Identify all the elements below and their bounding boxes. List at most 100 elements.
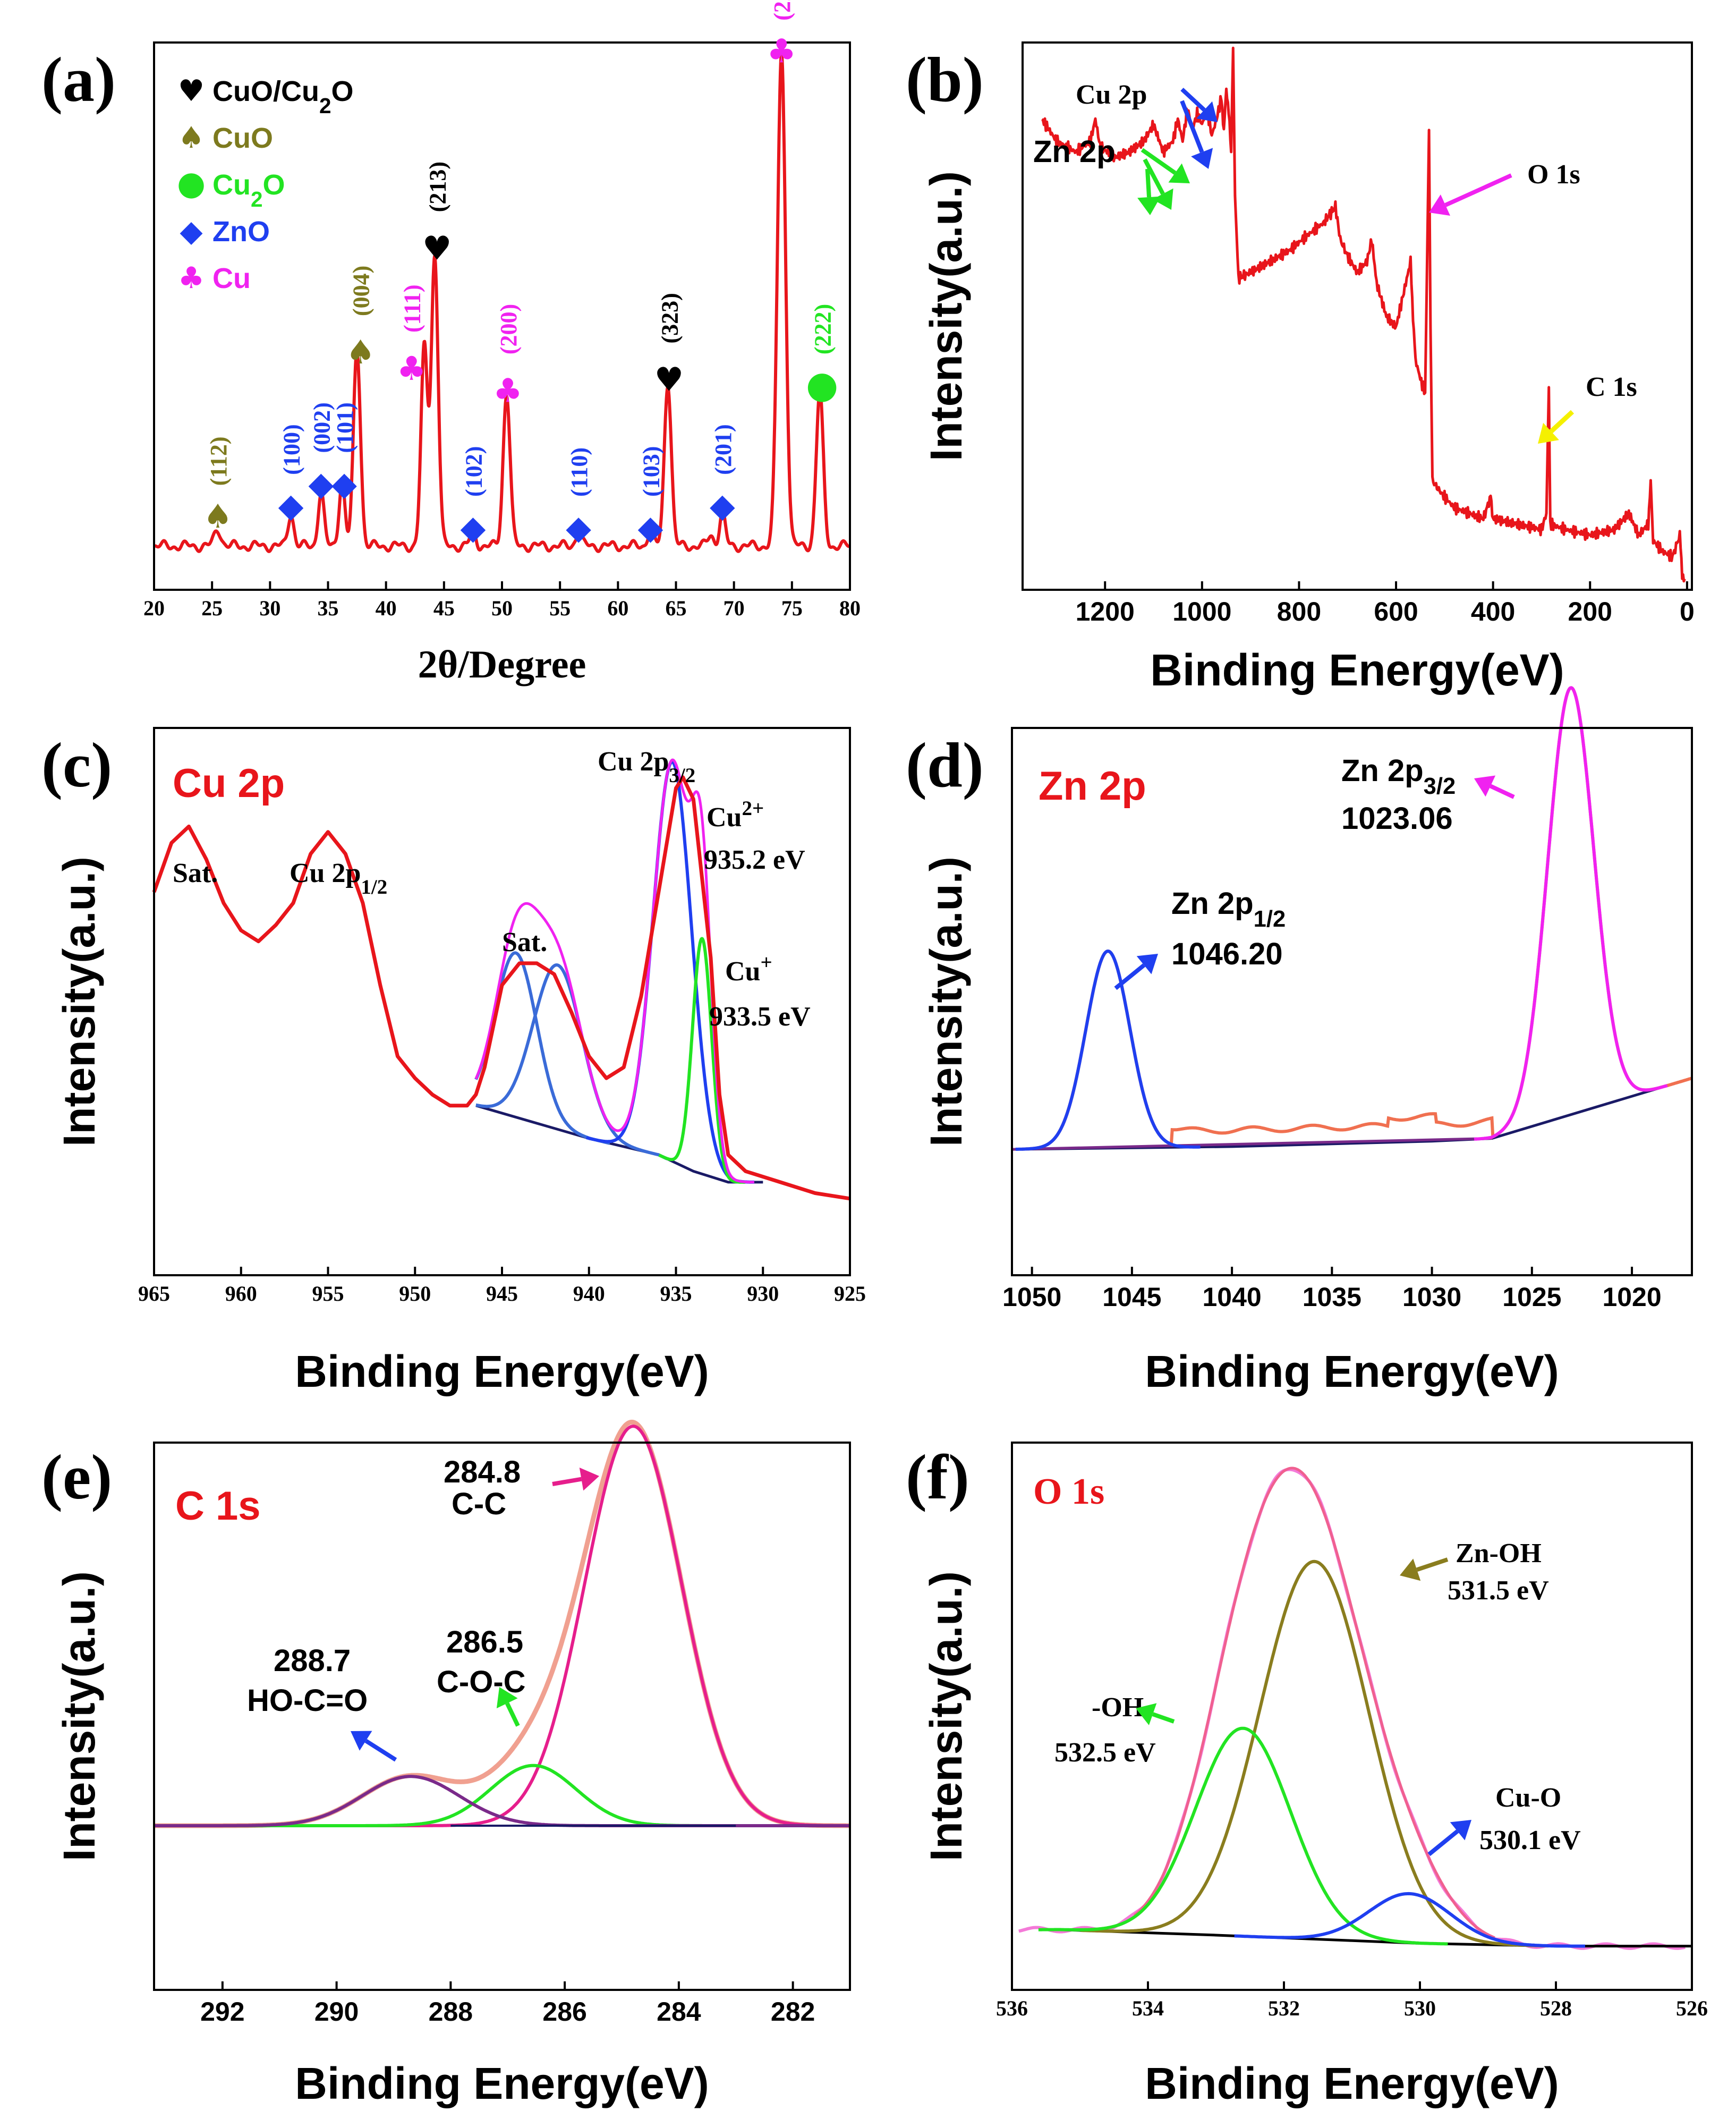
text-part: Cu 2p [598, 747, 669, 777]
y-axis-label: Intensity(a.u.) [921, 1571, 971, 1861]
x-tick-label: 65 [666, 596, 687, 620]
peak-marker: ♥ [422, 228, 452, 267]
annotation-arrowhead [1400, 1558, 1421, 1581]
x-tick-label: 1045 [1102, 1282, 1161, 1312]
text-part: + [760, 951, 772, 974]
text-part: 3/2 [669, 764, 695, 787]
annotation-arrowhead [1137, 196, 1161, 215]
survey-spectrum-line [1041, 46, 1686, 583]
panel-d: (d) Zn 2p 1050 1045 1040 1035 1030 1025 1020 Bind… [906, 686, 1693, 1396]
peak-marker: ● [806, 363, 838, 406]
x-tick-label: 532 [1268, 1996, 1300, 2020]
peak-marker: ♣ [767, 32, 796, 71]
peak-annotation: 935.2 eV [704, 845, 805, 875]
x-tick-label: 930 [747, 1282, 779, 1306]
annotation-arrow [1180, 100, 1204, 153]
peak-label: (213) [425, 162, 451, 212]
x-tick-label: 528 [1540, 1996, 1572, 2020]
y-axis-label: Intensity(a.u.) [921, 171, 971, 461]
x-axis-label: 2θ/Degree [418, 643, 586, 686]
annotation-arrowhead [1136, 954, 1158, 974]
panel-label: (b) [906, 44, 984, 115]
annotation-arrowhead [1450, 1820, 1471, 1841]
annotation-arrowhead [351, 1731, 372, 1751]
peak-annotation: 286.5 [446, 1625, 523, 1659]
peak-annotation: 532.5 eV [1054, 1737, 1156, 1768]
background-line-overlay [1011, 1137, 1492, 1151]
annotation-arrow [1444, 173, 1512, 207]
x-tick-label: 1000 [1172, 597, 1231, 626]
text-part: Cu [212, 169, 251, 201]
legend-label: ZnO [212, 216, 270, 248]
peak-label: (110) [566, 447, 592, 497]
legend-marker: ◆ [180, 214, 202, 249]
peak-annotation: 530.1 eV [1479, 1825, 1581, 1855]
fit-component-line [1038, 1726, 1448, 1946]
annotation-arrow [1152, 1712, 1175, 1724]
panel-d-frame [1011, 727, 1693, 1276]
text-part: O [263, 169, 285, 201]
peak-marker: ♣ [493, 371, 523, 410]
x-tick-label: 288 [429, 1997, 473, 2027]
panel-label: (d) [906, 730, 984, 800]
x-tick-label: 20 [143, 596, 165, 620]
peak-annotation: Cu 2p1/2 [290, 858, 387, 899]
text-part: 2 [251, 187, 263, 211]
x-tick-label: 800 [1277, 597, 1321, 626]
text-part: 1/2 [361, 876, 387, 899]
x-tick-label: 60 [607, 596, 628, 620]
annotation-arrow [505, 1702, 520, 1727]
annotation-arrow [1490, 784, 1515, 799]
text-part: O [331, 75, 354, 107]
x-tick-label: 600 [1374, 597, 1418, 626]
fit-component-line [658, 937, 747, 1184]
x-tick-label: 292 [200, 1997, 244, 2027]
fit-component-line [1234, 1892, 1585, 1948]
peak-marker: ◆ [638, 508, 663, 547]
annotation-arrow [1141, 148, 1177, 175]
annotation-arrow [1416, 1557, 1449, 1572]
peak-label: (220) [769, 0, 795, 21]
peak-marker: ◆ [566, 508, 591, 547]
peak-label: (200) [496, 304, 522, 354]
annotation-arrow [364, 1739, 397, 1762]
annotation-arrowhead [579, 1468, 599, 1491]
panel-f: (f) O 1s 536 534 532 530 528 526 Binding Energy(… [906, 1442, 1708, 2108]
y-axis-label: Intensity(a.u.) [921, 857, 971, 1147]
background-line [1011, 1077, 1692, 1151]
x-tick-label: 1040 [1203, 1282, 1262, 1312]
panel-title: C 1s [175, 1484, 261, 1529]
peak-annotation: 1023.06 [1341, 801, 1453, 836]
x-tick-label: 0 [1680, 597, 1695, 626]
peak-annotation: Sat. [173, 858, 218, 888]
annotation-arrowhead [1538, 422, 1559, 444]
peak-marker: ◆ [278, 486, 304, 525]
x-tick-label: 75 [781, 596, 803, 620]
spectrum-line [152, 775, 850, 1201]
peak-annotation: Zn 2p1/2 [1171, 886, 1286, 932]
peak-label: (222) [810, 304, 836, 354]
peak-marker: ◆ [461, 508, 486, 547]
peak-annotation: Cu 2p3/2 [598, 747, 695, 787]
xrd-pattern-line [152, 52, 852, 553]
peak-annotation: 288.7 [274, 1643, 351, 1678]
x-tick-label: 50 [491, 596, 513, 620]
x-tick-label: 200 [1568, 597, 1612, 626]
panel-b-frame [1022, 41, 1693, 591]
peak-annotation: C-C [452, 1487, 506, 1521]
x-tick-label: 1020 [1602, 1282, 1661, 1312]
peak-marker: ♠ [346, 333, 376, 371]
x-tick-label: 40 [376, 596, 397, 620]
x-tick-label: 965 [138, 1282, 170, 1306]
peak-label: (004) [348, 266, 375, 316]
annotation-arrow [1427, 1829, 1459, 1857]
x-tick-label: 526 [1676, 1996, 1708, 2020]
fit-component-line [1080, 1559, 1548, 1948]
panel-title: Zn 2p [1039, 764, 1146, 809]
peak-marker: ♣ [397, 349, 427, 388]
peak-annotation: Cu 2p [1076, 80, 1147, 110]
legend-marker: ● [177, 164, 206, 202]
x-tick-label: 45 [433, 596, 455, 620]
peak-marker: ◆ [309, 464, 334, 503]
peak-annotation: Cu+ [725, 951, 772, 987]
